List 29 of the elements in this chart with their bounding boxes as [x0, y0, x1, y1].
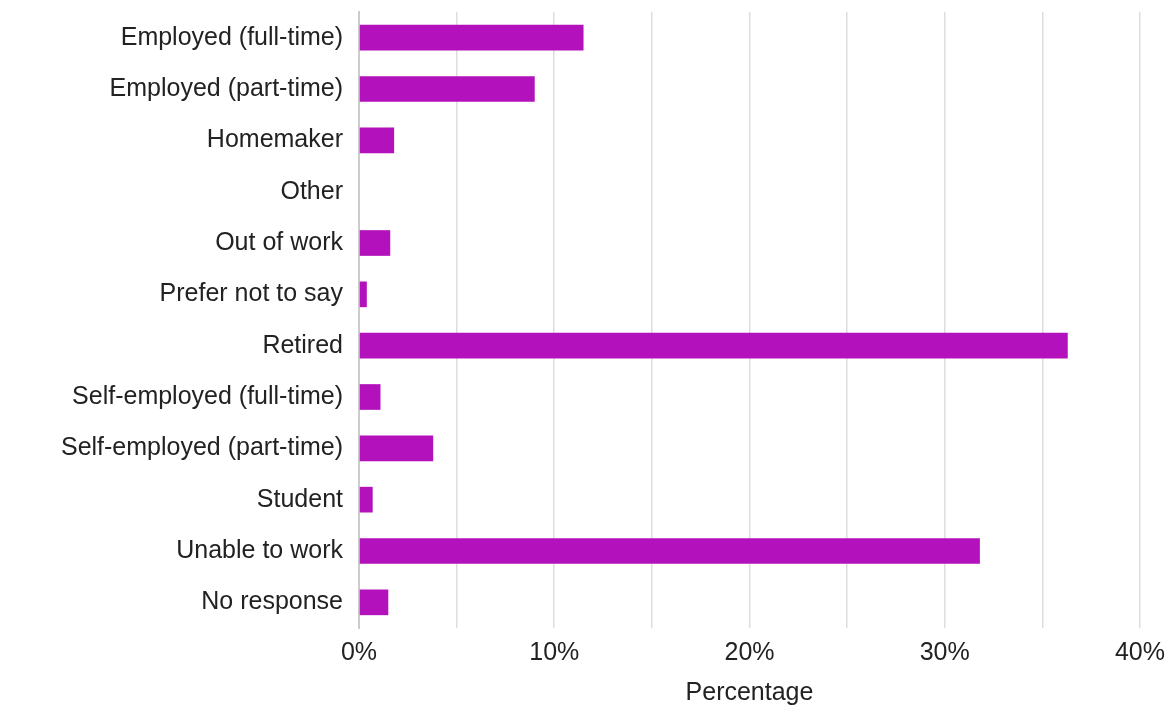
bar	[359, 384, 381, 410]
x-tick-label: 20%	[724, 636, 775, 665]
y-tick-label: Self-employed (full-time)	[72, 380, 343, 409]
y-tick-label: Other	[280, 175, 343, 204]
y-tick-label: No response	[201, 586, 343, 615]
x-tick-label: 40%	[1114, 636, 1166, 665]
y-tick-label: Prefer not to say	[159, 278, 344, 307]
bar	[359, 230, 391, 256]
bar	[359, 486, 373, 513]
bar	[359, 332, 1068, 359]
bar	[359, 538, 980, 564]
y-tick-label: Retired	[262, 329, 343, 358]
y-tick-label: Employed (part-time)	[109, 72, 343, 101]
y-tick-label: Self-employed (part-time)	[60, 432, 343, 461]
bar	[359, 127, 395, 154]
bar	[359, 24, 584, 51]
bar	[359, 589, 389, 616]
y-tick-label: Unable to work	[176, 534, 344, 563]
bar	[359, 281, 367, 308]
y-tick-label: Employed (full-time)	[120, 21, 343, 50]
y-tick-label: Homemaker	[206, 124, 343, 153]
x-axis-title: Percentage	[685, 676, 814, 705]
x-tick-label: 30%	[919, 636, 970, 665]
x-tick-label: 0%	[340, 636, 378, 665]
y-tick-label: Out of work	[215, 226, 344, 255]
x-tick-label: 10%	[529, 636, 580, 665]
y-tick-label: Student	[256, 483, 344, 512]
bar	[359, 76, 535, 102]
bar	[359, 435, 434, 462]
